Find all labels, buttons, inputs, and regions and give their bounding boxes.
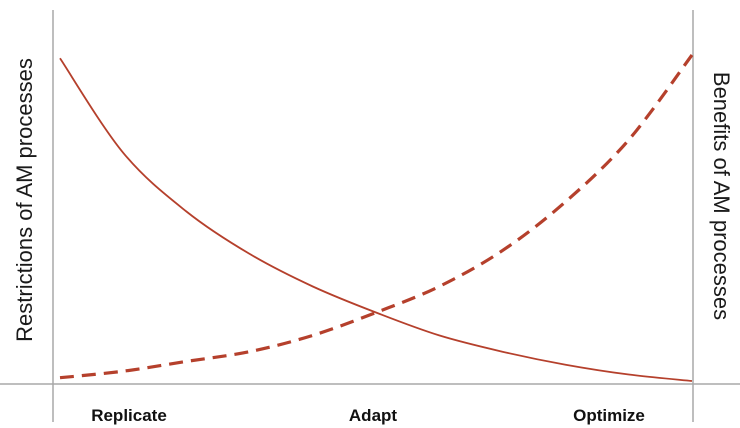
curves	[59, 54, 694, 382]
x-tick-optimize: Optimize	[573, 406, 645, 425]
x-tick-adapt: Adapt	[349, 406, 398, 425]
y-axis-label-left: Restrictions of AM processes	[12, 58, 37, 342]
series-restrictions-line	[59, 57, 693, 382]
series-benefits-line	[59, 54, 694, 380]
x-tick-replicate: Replicate	[91, 406, 167, 425]
y-axis-label-right: Benefits of AM processes	[709, 72, 734, 320]
